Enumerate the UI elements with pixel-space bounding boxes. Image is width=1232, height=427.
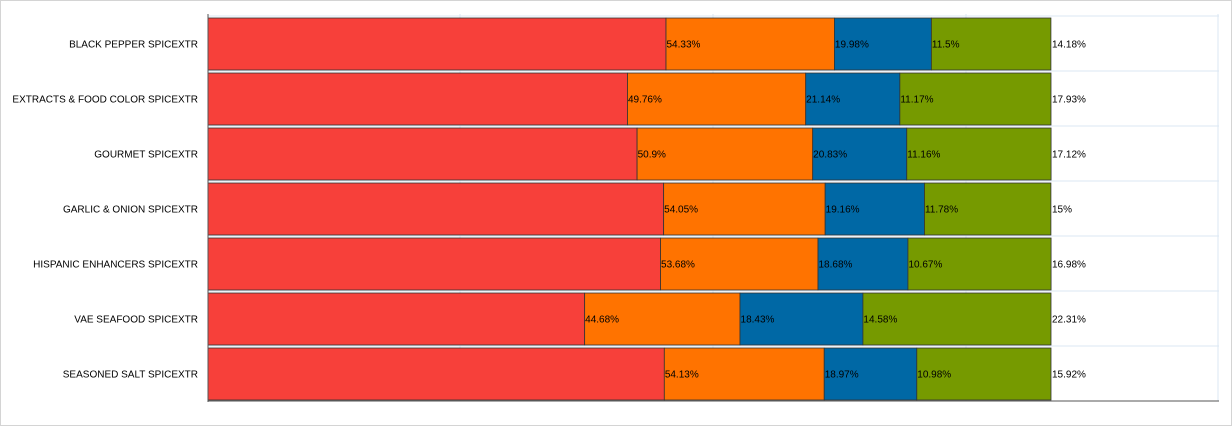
category-label: BLACK PEPPER SPICEXTR: [69, 40, 198, 51]
data-label: 17.12%: [1052, 150, 1086, 161]
bar-segment-series-3[interactable]: [812, 127, 908, 181]
data-label: 54.13%: [665, 370, 699, 381]
data-label: 54.33%: [667, 40, 701, 51]
data-label: 11.17%: [900, 95, 933, 106]
data-label: 14.18%: [1052, 40, 1086, 51]
bar-segment-series-2[interactable]: [663, 347, 825, 401]
data-label: 18.43%: [741, 315, 775, 326]
data-label: 11.5%: [932, 40, 960, 51]
bar-segment-series-2[interactable]: [660, 237, 819, 291]
category-label: EXTRACTS & FOOD COLOR SPICEXTR: [12, 95, 198, 106]
bar-segment-series-1[interactable]: [207, 127, 638, 181]
bar-segment-series-4[interactable]: [924, 182, 1052, 236]
data-label: 19.98%: [835, 40, 869, 51]
axis-layer: [207, 14, 1219, 402]
data-label: 11.78%: [925, 205, 958, 216]
bar-segment-series-1[interactable]: [207, 292, 586, 346]
category-label: GOURMET SPICEXTR: [94, 150, 198, 161]
data-label: 22.31%: [1052, 315, 1086, 326]
bar-segment-series-1[interactable]: [207, 347, 665, 401]
bar-segment-series-1[interactable]: [207, 72, 628, 126]
data-label: 18.97%: [825, 370, 859, 381]
bar-segment-series-4[interactable]: [907, 237, 1052, 291]
bar-segment-series-2[interactable]: [584, 292, 741, 346]
data-label: 49.76%: [628, 95, 662, 106]
bar-segment-series-4[interactable]: [899, 72, 1052, 126]
label-layer: BLACK PEPPER SPICEXTR 54.33% 19.98% 11.5% 14…: [12, 40, 1086, 381]
bar-segment-series-1[interactable]: [207, 17, 667, 71]
bar-segment-series-3[interactable]: [834, 17, 932, 71]
bar-segment-series-4[interactable]: [906, 127, 1052, 181]
data-label: 16.98%: [1052, 260, 1086, 271]
data-label: 11.16%: [907, 150, 940, 161]
data-label: 15%: [1052, 205, 1072, 216]
data-label: 20.83%: [813, 150, 847, 161]
bar-layer: [207, 17, 1052, 401]
data-label: 15.92%: [1052, 370, 1086, 381]
bar-segment-series-3[interactable]: [817, 237, 909, 291]
bar-segment-series-1[interactable]: [207, 237, 661, 291]
category-label: GARLIC & ONION SPICEXTR: [63, 205, 198, 216]
data-label: 50.9%: [638, 150, 666, 161]
bar-segment-series-2[interactable]: [663, 182, 826, 236]
category-label: HISPANIC ENHANCERS SPICEXTR: [33, 260, 198, 271]
bar-segment-series-3[interactable]: [805, 72, 901, 126]
data-label: 17.93%: [1052, 95, 1086, 106]
data-label: 21.14%: [806, 95, 840, 106]
data-label: 14.58%: [863, 315, 897, 326]
data-label: 54.05%: [664, 205, 698, 216]
bar-segment-series-2[interactable]: [627, 72, 807, 126]
bar-segment-series-1[interactable]: [207, 182, 665, 236]
data-label: 10.67%: [908, 260, 942, 271]
data-label: 44.68%: [585, 315, 619, 326]
bar-segment-series-4[interactable]: [930, 17, 1052, 71]
category-label: SEASONED SALT SPICEXTR: [63, 370, 198, 381]
bar-segment-series-2[interactable]: [636, 127, 814, 181]
bar-segment-series-4[interactable]: [916, 347, 1052, 401]
category-label: VAE SEAFOOD SPICEXTR: [74, 315, 198, 326]
data-label: 53.68%: [661, 260, 695, 271]
bar-segment-series-4[interactable]: [862, 292, 1052, 346]
data-label: 10.98%: [917, 370, 951, 381]
bar-segment-series-3[interactable]: [824, 182, 925, 236]
data-label: 18.68%: [818, 260, 852, 271]
data-label: 19.16%: [826, 205, 860, 216]
bar-segment-series-2[interactable]: [665, 17, 835, 71]
